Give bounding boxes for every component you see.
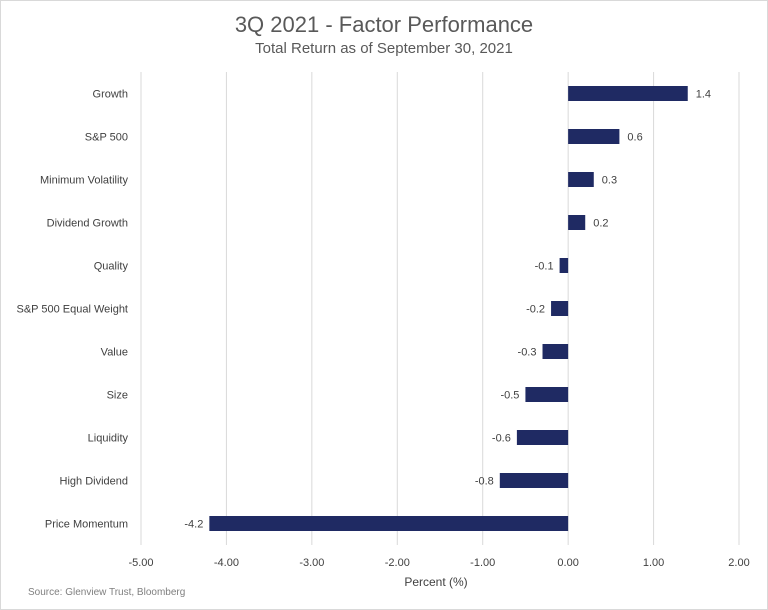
data-label: -0.1 bbox=[535, 261, 554, 273]
bar bbox=[559, 258, 569, 273]
data-label: 0.6 bbox=[627, 132, 642, 144]
data-label: 0.2 bbox=[593, 218, 608, 230]
category-label: Size bbox=[107, 390, 128, 402]
bar bbox=[542, 344, 569, 359]
data-labels: 1.4 0.6 0.3 0.2 -0.1 -0.2 -0.3 -0.5 -0.6 -0.8 -4.2 bbox=[184, 89, 711, 531]
bar bbox=[568, 86, 688, 101]
x-tick-label: 1.00 bbox=[643, 557, 664, 569]
bar bbox=[568, 172, 594, 187]
bar bbox=[551, 301, 569, 316]
bar bbox=[568, 129, 620, 144]
data-label: -0.5 bbox=[500, 390, 519, 402]
category-label: S&P 500 bbox=[85, 132, 128, 144]
data-label: -0.6 bbox=[492, 433, 511, 445]
chart-title: 3Q 2021 - Factor Performance bbox=[234, 12, 534, 37]
data-label: -4.2 bbox=[184, 519, 203, 531]
bar bbox=[209, 516, 569, 531]
x-tick-labels: -5.00 -4.00 -3.00 -2.00 -1.00 0.00 1.00 2.00 bbox=[128, 557, 749, 569]
data-label: -0.8 bbox=[475, 476, 494, 488]
bar bbox=[525, 387, 569, 402]
x-tick-label: 2.00 bbox=[728, 557, 749, 569]
bar bbox=[499, 473, 569, 488]
category-label: Growth bbox=[93, 89, 128, 101]
bar bbox=[516, 430, 569, 445]
source-note: Source: Glenview Trust, Bloomberg bbox=[28, 587, 186, 598]
data-label: 1.4 bbox=[696, 89, 711, 101]
category-label: S&P 500 Equal Weight bbox=[16, 304, 128, 316]
category-label: Quality bbox=[94, 261, 129, 273]
data-label: -0.2 bbox=[526, 304, 545, 316]
x-tick-label: -4.00 bbox=[214, 557, 239, 569]
category-label: Price Momentum bbox=[45, 519, 128, 531]
bars bbox=[209, 86, 688, 531]
category-label: High Dividend bbox=[60, 476, 128, 488]
x-tick-label: -2.00 bbox=[385, 557, 410, 569]
category-labels: Growth S&P 500 Minimum Volatility Dividend … bbox=[16, 89, 128, 531]
gridlines bbox=[140, 72, 740, 545]
x-tick-label: -5.00 bbox=[128, 557, 153, 569]
chart-subtitle: Total Return as of September 30, 2021 bbox=[255, 40, 513, 57]
category-label: Minimum Volatility bbox=[40, 175, 129, 187]
x-tick-label: -1.00 bbox=[470, 557, 495, 569]
bar bbox=[568, 215, 586, 230]
category-label: Dividend Growth bbox=[47, 218, 128, 230]
x-axis-label: Percent (%) bbox=[404, 575, 467, 589]
data-label: 0.3 bbox=[602, 175, 617, 187]
data-label: -0.3 bbox=[518, 347, 537, 359]
category-label: Liquidity bbox=[88, 433, 129, 445]
category-label: Value bbox=[101, 347, 128, 359]
x-tick-label: 0.00 bbox=[557, 557, 578, 569]
x-tick-label: -3.00 bbox=[299, 557, 324, 569]
